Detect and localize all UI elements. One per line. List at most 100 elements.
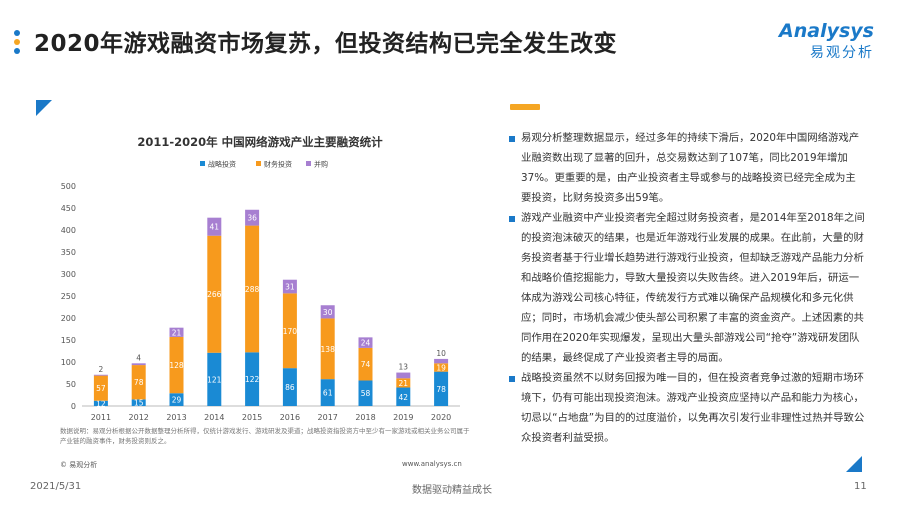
bar-segment bbox=[169, 393, 184, 406]
y-tick-label: 450 bbox=[61, 204, 76, 213]
data-label: 61 bbox=[323, 389, 333, 398]
chart-source-url: www.analysys.cn bbox=[402, 460, 462, 468]
y-tick-label: 250 bbox=[61, 292, 76, 301]
bullet-square-icon bbox=[509, 136, 515, 142]
data-label: 78 bbox=[436, 385, 446, 394]
chart-source-copyright: © 易观分析 bbox=[60, 461, 98, 469]
data-label: 78 bbox=[134, 378, 144, 387]
bar-segment bbox=[245, 352, 260, 406]
bar-segment bbox=[93, 400, 108, 406]
data-label: 42 bbox=[399, 393, 409, 402]
data-label: 41 bbox=[210, 223, 220, 232]
legend-label: 战略投资 bbox=[208, 160, 236, 169]
y-tick-label: 200 bbox=[61, 314, 76, 323]
bar-segment bbox=[434, 371, 449, 406]
footer-date: 2021/5/31 bbox=[30, 481, 82, 492]
bar-segment bbox=[358, 380, 373, 406]
data-label: 128 bbox=[169, 361, 184, 370]
bar-segment bbox=[207, 235, 222, 353]
x-tick-label: 2018 bbox=[355, 413, 375, 422]
bar-segment bbox=[358, 337, 373, 348]
data-label: 122 bbox=[245, 375, 260, 384]
bar-segment bbox=[320, 379, 335, 406]
logo-text-en: Analysys bbox=[779, 20, 874, 42]
bar-segment bbox=[282, 293, 297, 369]
x-tick-label: 2017 bbox=[318, 413, 338, 422]
data-label: 10 bbox=[436, 349, 446, 358]
analysis-paragraph: 易观分析整理数据显示，经过多年的持续下滑后，2020年中国网络游戏产业融资数出现… bbox=[508, 128, 866, 208]
legend-swatch bbox=[306, 161, 311, 166]
y-tick-label: 50 bbox=[66, 380, 76, 389]
paragraph-text: 易观分析整理数据显示，经过多年的持续下滑后，2020年中国网络游戏产业融资数出现… bbox=[521, 132, 860, 204]
data-label: 58 bbox=[361, 389, 371, 398]
paragraph-text: 战略投资虽然不以财务回报为唯一目的，但在投资者竞争过激的短期市场环境下，仍有可能… bbox=[521, 372, 865, 444]
bar-segment bbox=[282, 279, 297, 294]
y-tick-label: 150 bbox=[61, 336, 76, 345]
data-label: 29 bbox=[172, 396, 182, 405]
y-tick-label: 350 bbox=[61, 248, 76, 257]
bar-segment bbox=[207, 217, 222, 236]
y-tick-label: 100 bbox=[61, 358, 76, 367]
bar-segment bbox=[131, 365, 146, 400]
bar-segment bbox=[320, 305, 335, 319]
x-tick-label: 2019 bbox=[393, 413, 413, 422]
paragraph-text: 游戏产业融资中产业投资者完全超过财务投资者，是2014年至2018年之间的投资泡… bbox=[521, 212, 865, 364]
bar-segment bbox=[396, 387, 411, 406]
data-label: 138 bbox=[321, 345, 336, 354]
bar-segment bbox=[396, 378, 411, 388]
y-tick-label: 300 bbox=[61, 270, 76, 279]
bar-segment bbox=[131, 399, 146, 406]
data-label: 4 bbox=[136, 353, 141, 362]
x-tick-label: 2020 bbox=[431, 413, 451, 422]
data-label: 57 bbox=[96, 384, 106, 393]
title-decoration-dots bbox=[14, 30, 22, 57]
data-label: 121 bbox=[207, 375, 222, 384]
page-number: 11 bbox=[854, 481, 867, 492]
data-label: 86 bbox=[285, 383, 295, 392]
bar-segment bbox=[320, 318, 335, 380]
bar-segment bbox=[245, 209, 260, 226]
bar-segment bbox=[93, 374, 108, 376]
chart-note: 数据说明：易观分析根据公开数据整理分析所得，仅统计游戏发行、游戏研发及渠道；战略… bbox=[60, 427, 470, 445]
x-tick-label: 2012 bbox=[129, 413, 149, 422]
data-label: 21 bbox=[399, 379, 409, 388]
data-label: 288 bbox=[245, 285, 260, 294]
data-label: 15 bbox=[134, 399, 144, 408]
analysys-logo: Analysys 易观分析 bbox=[759, 20, 874, 62]
y-tick-label: 0 bbox=[71, 402, 76, 411]
legend-swatch bbox=[200, 161, 205, 166]
data-label: 19 bbox=[436, 364, 446, 373]
data-label: 266 bbox=[207, 290, 222, 299]
bar-segment bbox=[245, 225, 260, 353]
x-tick-label: 2014 bbox=[204, 413, 224, 422]
bar-segment bbox=[434, 363, 449, 372]
corner-triangle-bottom-right bbox=[846, 456, 862, 472]
analysis-paragraph: 战略投资虽然不以财务回报为唯一目的，但在投资者竞争过激的短期市场环境下，仍有可能… bbox=[508, 368, 866, 448]
bar-segment bbox=[396, 372, 411, 379]
data-label: 13 bbox=[399, 363, 409, 372]
x-tick-label: 2015 bbox=[242, 413, 262, 422]
y-tick-label: 400 bbox=[61, 226, 76, 235]
data-label: 12 bbox=[96, 399, 106, 408]
legend-label: 并购 bbox=[314, 160, 328, 169]
analysis-text: 易观分析整理数据显示，经过多年的持续下滑后，2020年中国网络游戏产业融资数出现… bbox=[508, 128, 866, 448]
page-title: 2020年游戏融资市场复苏，但投资结构已完全发生改变 bbox=[34, 31, 618, 57]
x-tick-label: 2016 bbox=[280, 413, 300, 422]
bullet-square-icon bbox=[509, 216, 515, 222]
data-label: 2 bbox=[99, 365, 104, 374]
x-tick-label: 2011 bbox=[91, 413, 111, 422]
data-label: 21 bbox=[172, 328, 182, 337]
legend-label: 财务投资 bbox=[264, 160, 292, 169]
legend-swatch bbox=[256, 161, 261, 166]
bar-segment bbox=[169, 327, 184, 337]
corner-triangle-top-left bbox=[36, 100, 52, 116]
data-label: 30 bbox=[323, 308, 333, 317]
chart-title: 2011-2020年 中国网络游戏产业主要融资统计 bbox=[137, 135, 383, 149]
analysis-paragraph: 游戏产业融资中产业投资者完全超过财务投资者，是2014年至2018年之间的投资泡… bbox=[508, 208, 866, 368]
data-label: 36 bbox=[247, 214, 257, 223]
y-tick-label: 500 bbox=[61, 182, 76, 191]
x-tick-label: 2013 bbox=[166, 413, 186, 422]
data-label: 24 bbox=[361, 339, 371, 348]
bar-segment bbox=[93, 375, 108, 401]
